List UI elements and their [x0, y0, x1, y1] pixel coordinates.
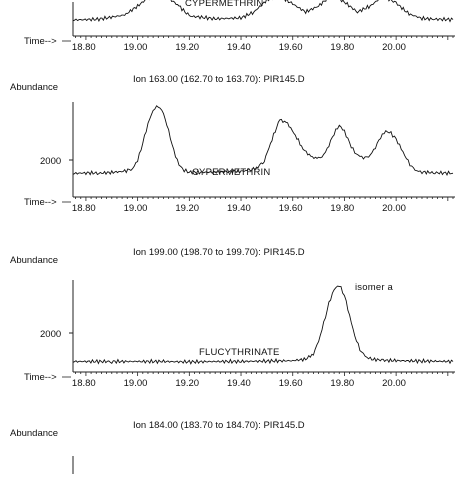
abundance-label: Abundance: [10, 428, 58, 439]
x-tick-label: 19.40: [227, 42, 251, 53]
x-tick-label: 19.20: [175, 203, 199, 214]
x-tick-label: 19.00: [124, 42, 148, 53]
x-tick-label: 19.80: [330, 203, 354, 214]
abundance-label: Abundance: [10, 82, 58, 93]
peak-annotation: CYPERMETHRIN: [192, 167, 270, 178]
x-tick-label: 19.80: [330, 42, 354, 53]
time-axis-label: Time-->: [24, 372, 57, 383]
x-tick-label: 19.40: [227, 378, 251, 389]
x-tick-label: 18.80: [72, 42, 96, 53]
chromatogram-trace: [72, 285, 454, 365]
peak-annotation: isomer a: [355, 282, 394, 293]
x-tick-label: 19.40: [227, 203, 251, 214]
x-tick-label: 19.60: [279, 378, 303, 389]
x-tick-label: 20.00: [382, 378, 406, 389]
chromatogram-trace: [72, 105, 454, 176]
x-tick-label: 18.80: [72, 203, 96, 214]
x-tick-label: 19.80: [330, 378, 354, 389]
x-tick-label: 20.00: [382, 203, 406, 214]
time-axis-label: Time-->: [24, 197, 57, 208]
x-tick-label: 19.60: [279, 203, 303, 214]
chromatogram-trace: [72, 0, 454, 23]
x-tick-label: 19.20: [175, 42, 199, 53]
x-tick-label: 20.00: [382, 42, 406, 53]
peak-annotation: FLUCYTHRINATE: [199, 347, 280, 358]
x-tick-label: 19.60: [279, 42, 303, 53]
y-tick-label: 2000: [40, 329, 61, 340]
ion-subtitle: Ion 199.00 (198.70 to 199.70): PIR145.D: [133, 247, 305, 258]
peak-annotation: CYPERMETHRIN: [185, 0, 263, 9]
x-tick-label: 19.00: [124, 378, 148, 389]
ion-subtitle: Ion 184.00 (183.70 to 184.70): PIR145.D: [133, 420, 305, 431]
ion-subtitle: Ion 163.00 (162.70 to 163.70): PIR145.D: [133, 74, 305, 85]
abundance-label: Abundance: [10, 255, 58, 266]
x-tick-label: 18.80: [72, 378, 96, 389]
time-axis-label: Time-->: [24, 36, 57, 47]
y-tick-label: 2000: [40, 156, 61, 167]
x-tick-label: 19.00: [124, 203, 148, 214]
x-tick-label: 19.20: [175, 378, 199, 389]
